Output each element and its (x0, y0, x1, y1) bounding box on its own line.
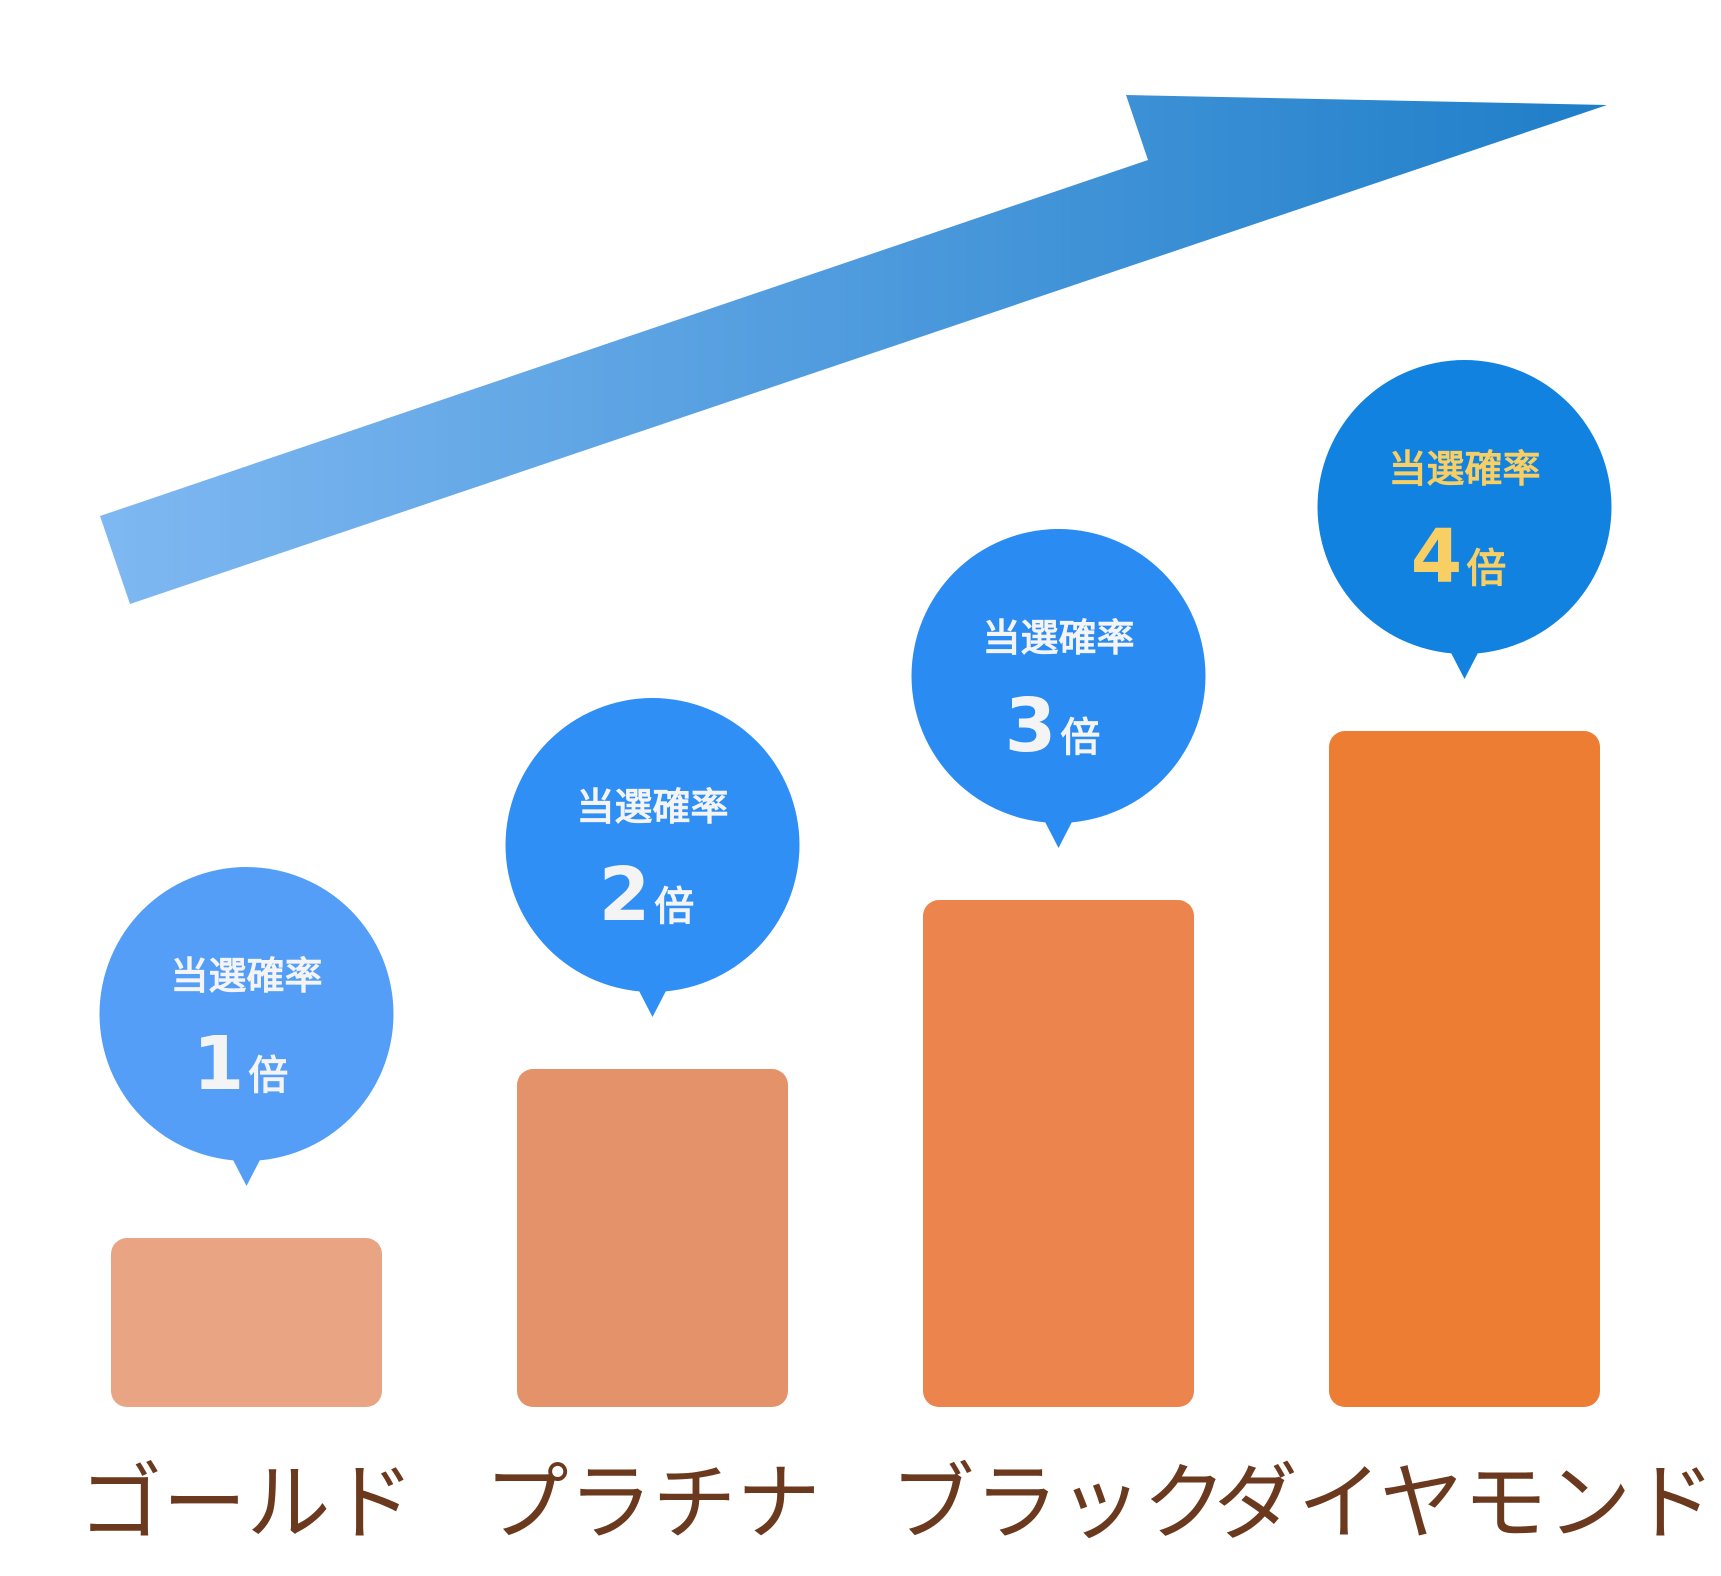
bubble-title-3: 当選確率 (982, 616, 1134, 660)
value-bubble-1 (99, 867, 394, 1186)
bubble-title-2: 当選確率 (576, 785, 728, 829)
bubble-title-1: 当選確率 (170, 954, 322, 998)
bar-2 (517, 1069, 788, 1407)
value-bubble-3 (911, 529, 1206, 848)
value-bubble-4 (1317, 360, 1612, 679)
bar-1 (111, 1238, 382, 1407)
bar-4 (1329, 731, 1600, 1407)
category-label-3: ブラック (890, 1454, 1226, 1552)
bar-3 (923, 900, 1194, 1407)
bubble-title-4: 当選確率 (1388, 447, 1540, 491)
category-label-4: ダイヤモンド (1214, 1454, 1715, 1552)
trend-arrow (100, 95, 1607, 604)
value-bubble-2 (505, 698, 800, 1017)
category-label-2: プラチナ (484, 1454, 820, 1552)
category-label-1: ゴールド (78, 1454, 414, 1552)
